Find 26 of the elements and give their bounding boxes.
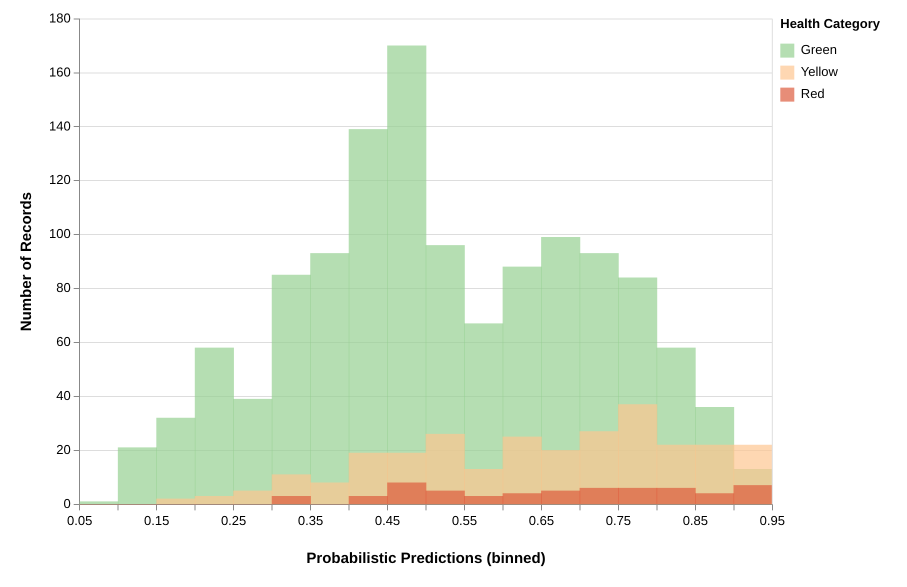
y-tick-label: 80 <box>56 280 71 296</box>
y-tick-label: 120 <box>48 172 71 188</box>
y-tick-label: 0 <box>63 496 71 511</box>
x-axis-title: Probabilistic Predictions (binned) <box>306 550 546 568</box>
y-tick-label: 180 <box>48 10 71 26</box>
x-tick-label: 0.35 <box>298 512 324 528</box>
y-tick-label: 40 <box>56 388 71 404</box>
y-tick-label: 60 <box>56 334 71 350</box>
x-tick-label: 0.25 <box>220 512 246 528</box>
y-tick-label: 20 <box>56 442 71 458</box>
x-tick-label: 0.15 <box>144 512 170 528</box>
y-axis-title: Number of Records <box>18 192 36 332</box>
x-tick-label: 0.55 <box>452 512 478 528</box>
legend-title: Health Category <box>780 16 881 32</box>
x-tick-label: 0.45 <box>374 512 400 528</box>
legend-label: Yellow <box>800 64 839 80</box>
y-tick-label: 140 <box>48 118 71 134</box>
x-tick-label: 0.65 <box>528 512 554 528</box>
y-tick-label: 160 <box>48 64 71 80</box>
legend-label: Red <box>800 86 825 102</box>
x-tick-label: 0.05 <box>67 512 92 528</box>
x-tick-label: 0.75 <box>606 512 632 528</box>
y-tick-label: 100 <box>48 226 71 242</box>
x-tick-label: 0.95 <box>760 512 785 528</box>
legend-label: Green <box>800 42 837 58</box>
x-tick-label: 0.85 <box>682 512 708 528</box>
